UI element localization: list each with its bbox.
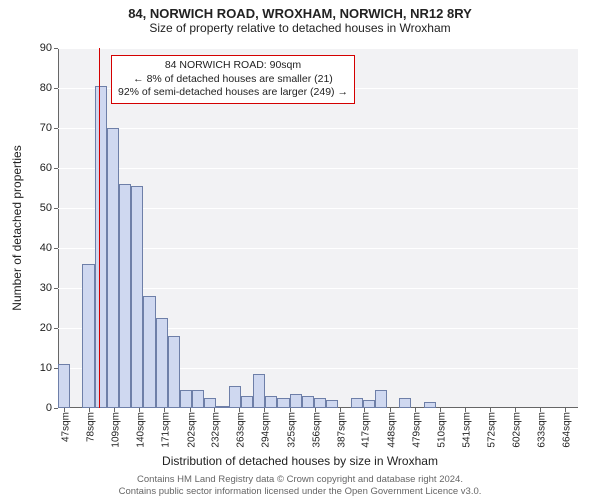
histogram-bar	[204, 398, 216, 408]
histogram-bar	[290, 394, 302, 408]
y-tick	[54, 328, 58, 329]
y-tick	[54, 208, 58, 209]
x-tick-label: 294sqm	[261, 412, 272, 448]
y-axis-line	[58, 48, 59, 408]
histogram-bar	[424, 402, 436, 408]
x-tick-label: 602sqm	[511, 412, 522, 448]
annotation-line: 84 NORWICH ROAD: 90sqm	[118, 59, 348, 73]
x-tick-label: 387sqm	[336, 412, 347, 448]
y-tick-label: 10	[40, 362, 52, 374]
chart-subtitle: Size of property relative to detached ho…	[0, 21, 600, 39]
x-tick-label: 479sqm	[411, 412, 422, 448]
chart-title: 84, NORWICH ROAD, WROXHAM, NORWICH, NR12…	[0, 0, 600, 21]
x-tick-label: 78sqm	[85, 412, 96, 442]
y-tick	[54, 248, 58, 249]
reference-line	[99, 48, 100, 408]
y-tick-label: 90	[40, 42, 52, 54]
x-tick-label: 202sqm	[186, 412, 197, 448]
histogram-bar	[143, 296, 155, 408]
histogram-bar	[107, 128, 119, 408]
y-tick	[54, 48, 58, 49]
histogram-bar	[326, 400, 338, 408]
y-tick-label: 0	[46, 402, 52, 414]
plot-area: 010203040506070809047sqm78sqm109sqm140sq…	[58, 48, 578, 408]
x-tick-label: 171sqm	[161, 412, 172, 448]
histogram-bar	[82, 264, 94, 408]
x-tick-label: 541sqm	[462, 412, 473, 448]
x-tick-label: 140sqm	[136, 412, 147, 448]
histogram-bar	[363, 400, 375, 408]
histogram-bar	[180, 390, 192, 408]
y-tick-label: 50	[40, 202, 52, 214]
y-tick-label: 60	[40, 162, 52, 174]
histogram-bar	[302, 396, 314, 408]
footer-line-1: Contains HM Land Registry data © Crown c…	[0, 474, 600, 486]
x-tick-label: 109sqm	[111, 412, 122, 448]
x-tick-label: 510sqm	[436, 412, 447, 448]
y-tick	[54, 168, 58, 169]
x-tick-label: 263sqm	[236, 412, 247, 448]
y-tick	[54, 88, 58, 89]
annotation-line: ← 8% of detached houses are smaller (21)	[118, 73, 348, 87]
histogram-bar	[229, 386, 241, 408]
footer-attribution: Contains HM Land Registry data © Crown c…	[0, 474, 600, 498]
gridline	[58, 168, 578, 169]
histogram-bar	[119, 184, 131, 408]
x-tick-label: 356sqm	[311, 412, 322, 448]
histogram-bar	[156, 318, 168, 408]
histogram-bar	[277, 398, 289, 408]
histogram-bar	[241, 396, 253, 408]
x-tick-label: 232sqm	[211, 412, 222, 448]
x-tick-label: 664sqm	[562, 412, 573, 448]
y-tick-label: 70	[40, 122, 52, 134]
histogram-bar	[351, 398, 363, 408]
x-tick-label: 572sqm	[487, 412, 498, 448]
y-tick-label: 40	[40, 242, 52, 254]
annotation-box: 84 NORWICH ROAD: 90sqm← 8% of detached h…	[111, 55, 355, 104]
histogram-bar	[314, 398, 326, 408]
histogram-bar	[253, 374, 265, 408]
x-tick-label: 417sqm	[361, 412, 372, 448]
x-tick-label: 325sqm	[286, 412, 297, 448]
y-tick-label: 80	[40, 82, 52, 94]
x-tick-label: 633sqm	[536, 412, 547, 448]
histogram-bar	[216, 406, 228, 408]
y-tick-label: 30	[40, 282, 52, 294]
histogram-bar	[265, 396, 277, 408]
histogram-bar	[375, 390, 387, 408]
histogram-bar	[192, 390, 204, 408]
histogram-bar	[168, 336, 180, 408]
x-tick-label: 448sqm	[386, 412, 397, 448]
y-tick	[54, 408, 58, 409]
footer-line-2: Contains public sector information licen…	[0, 486, 600, 498]
y-axis-title: Number of detached properties	[10, 145, 24, 310]
gridline	[58, 128, 578, 129]
histogram-bar	[95, 86, 107, 408]
annotation-line: 92% of semi-detached houses are larger (…	[118, 86, 348, 100]
gridline	[58, 48, 578, 49]
y-tick-label: 20	[40, 322, 52, 334]
histogram-bar	[131, 186, 143, 408]
x-tick-label: 47sqm	[60, 412, 71, 442]
histogram-bar	[399, 398, 411, 408]
chart-container: 84, NORWICH ROAD, WROXHAM, NORWICH, NR12…	[0, 0, 600, 500]
histogram-bar	[58, 364, 70, 408]
y-tick	[54, 288, 58, 289]
y-tick	[54, 128, 58, 129]
x-axis-title: Distribution of detached houses by size …	[0, 454, 600, 468]
gridline	[58, 408, 578, 409]
